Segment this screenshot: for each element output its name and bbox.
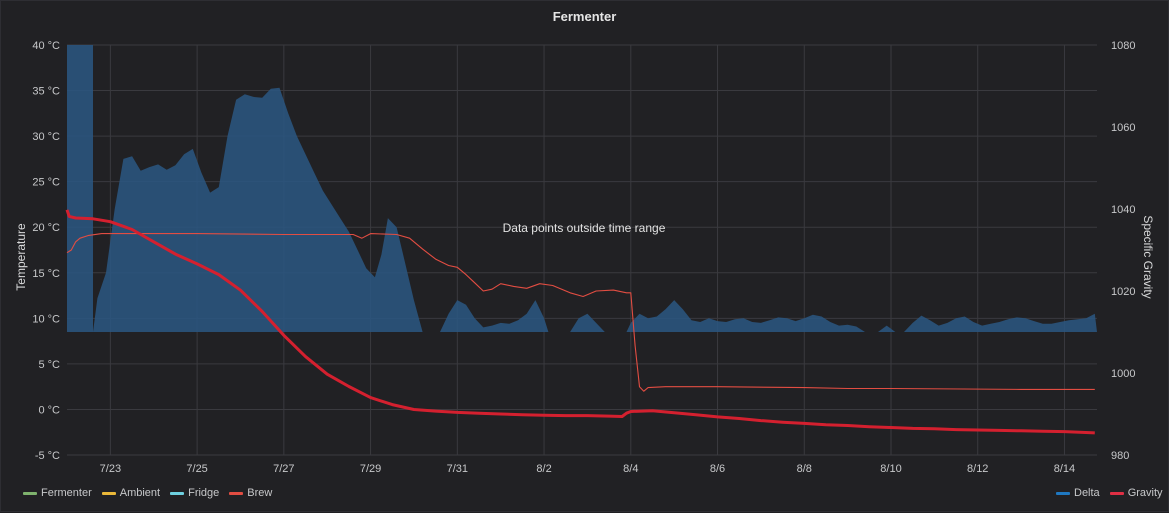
y-left-tick-label: 20 °C: [32, 222, 60, 234]
y-axis-title-left: Temperature: [14, 223, 28, 291]
x-tick-label: 8/8: [797, 463, 812, 475]
x-tick-label: 7/31: [447, 463, 468, 475]
delta-area-segment: [93, 87, 423, 332]
delta-area-segment: [878, 325, 896, 332]
legend-swatch: [1109, 491, 1124, 495]
x-ticks: 7/23 7/25 7/27 7/29 7/31 8/2 8/4 8/6 8/8 8/10 8/12…: [100, 463, 1076, 475]
y-right-tick-label: 1080: [1111, 40, 1135, 52]
x-tick-label: 8/12: [967, 463, 988, 475]
legend-item-ambient[interactable]: Ambient: [101, 487, 161, 499]
legend-swatch: [1056, 491, 1070, 495]
legend-swatch: [229, 491, 244, 495]
legend-item-gravity[interactable]: Gravity: [1109, 487, 1163, 499]
y-left-tick-label: 25 °C: [32, 177, 60, 189]
x-tick-label: 7/27: [273, 463, 294, 475]
legend-label: Fermenter: [41, 487, 92, 499]
y-axis-title-right: Specific Gravity: [1141, 215, 1155, 298]
legend-item-delta[interactable]: Delta: [1056, 487, 1100, 499]
y-left-tick-label: 35 °C: [32, 86, 60, 98]
legend-item-fridge[interactable]: Fridge: [170, 487, 219, 499]
delta-area-segment: [570, 313, 605, 332]
y-left-ticks: 40 °C 35 °C 30 °C 25 °C 20 °C 15 °C 10 °C 5 °C 0…: [32, 40, 60, 462]
y-left-tick-label: 40 °C: [32, 40, 60, 52]
y-right-ticks: 1080 1060 1040 1020 1000 980: [1111, 40, 1135, 462]
x-tick-label: 7/29: [360, 463, 381, 475]
y-right-tick-label: 1020: [1111, 286, 1135, 298]
x-tick-label: 7/23: [100, 463, 121, 475]
x-tick-label: 8/14: [1054, 463, 1075, 475]
legend-label: Delta: [1074, 487, 1100, 499]
x-tick-label: 8/6: [710, 463, 725, 475]
x-tick-label: 7/25: [186, 463, 207, 475]
y-right-tick-label: 1040: [1111, 204, 1135, 216]
legend-item-brew[interactable]: Brew: [229, 487, 272, 499]
legend-right: Delta Gravity: [1056, 487, 1163, 499]
legend-label: Gravity: [1127, 487, 1163, 499]
legend-left: Fermenter Ambient Fridge Brew: [23, 487, 282, 499]
y-right-tick-label: 1060: [1111, 122, 1135, 134]
delta-area-segment: [440, 300, 549, 332]
delta-area-segment: [904, 313, 1097, 332]
delta-series: [67, 45, 1097, 332]
y-right-tick-label: 980: [1111, 450, 1129, 462]
line-series: [65, 209, 1095, 435]
y-left-tick-label: 15 °C: [32, 268, 60, 280]
y-left-tick-label: 10 °C: [32, 313, 60, 325]
y-right-tick-label: 1000: [1111, 368, 1135, 380]
legend-swatch: [101, 491, 116, 495]
delta-area-segment: [626, 300, 865, 332]
brew-line: [66, 233, 1095, 392]
x-tick-label: 8/4: [623, 463, 638, 475]
legend-label: Ambient: [119, 487, 161, 499]
gravity-line: [65, 209, 1095, 435]
y-left-tick-label: -5 °C: [35, 450, 60, 462]
y-left-tick-label: 30 °C: [32, 131, 60, 143]
y-left-tick-label: 5 °C: [38, 359, 60, 371]
annotation-outside-range: Data points outside time range: [503, 221, 666, 235]
legend-label: Fridge: [188, 487, 220, 499]
delta-area-segment: [67, 45, 93, 332]
chart-title: Fermenter: [552, 9, 617, 24]
legend-item-fermenter[interactable]: Fermenter: [23, 487, 92, 499]
legend-label: Brew: [247, 487, 273, 499]
y-left-tick-label: 0 °C: [38, 404, 60, 416]
x-tick-label: 8/2: [536, 463, 551, 475]
legend-swatch: [23, 491, 37, 495]
x-tick-label: 8/10: [880, 463, 901, 475]
legend-swatch: [170, 491, 185, 495]
